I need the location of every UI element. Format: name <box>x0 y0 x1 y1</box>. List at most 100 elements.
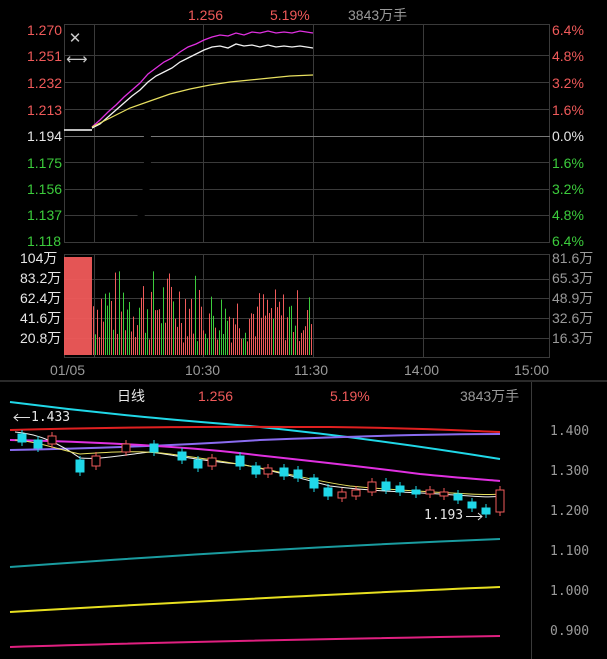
volume-tick: 83.2万 <box>20 270 62 286</box>
volume-bar <box>197 341 198 355</box>
volume-bar <box>189 308 190 355</box>
volume-bar <box>257 306 258 355</box>
volume-bar <box>243 338 244 355</box>
candle <box>495 489 505 513</box>
price-tick: 1.137 <box>27 207 63 223</box>
price-tick: 1.232 <box>27 75 63 91</box>
volume-tick: 32.6万 <box>552 310 594 326</box>
volume-bar <box>275 289 276 355</box>
daily-header-change-pct: 5.19% <box>330 388 370 404</box>
resize-horizontal-icon[interactable]: ⟷ <box>66 51 88 68</box>
pct-tick: 6.4% <box>552 22 584 38</box>
volume-bar <box>295 325 296 355</box>
candle <box>439 491 449 497</box>
close-icon[interactable]: ✕ <box>68 30 82 47</box>
daily-high-annotation: 1.433 <box>31 410 71 425</box>
candle <box>425 489 435 495</box>
volume-bar <box>137 325 138 355</box>
volume-bar <box>109 292 110 355</box>
time-tick: 01/05 <box>50 362 86 378</box>
volume-bar <box>297 290 298 355</box>
volume-bar <box>291 305 292 355</box>
volume-bar <box>161 323 162 355</box>
volume-bar <box>251 313 252 355</box>
daily-price-tick: 1.200 <box>550 504 590 519</box>
volume-bar <box>139 307 140 355</box>
volume-tick: 48.9万 <box>552 290 594 306</box>
volume-bar <box>185 299 186 355</box>
volume-bar <box>131 331 132 355</box>
volume-bar <box>201 306 202 355</box>
volume-bar <box>125 330 126 355</box>
volume-bar <box>107 305 108 355</box>
volume-bar <box>159 309 160 355</box>
volume-bar <box>247 341 248 355</box>
intraday-chart[interactable]: 1.256 5.19% 3843万手 <box>0 0 607 380</box>
volume-bar <box>219 330 220 355</box>
volume-bar <box>255 336 256 355</box>
price-tick: 1.213 <box>27 102 63 118</box>
candle <box>395 485 405 493</box>
daily-chart[interactable]: 日线 1.256 5.19% 3843万手 1.433 1.193 1.400 … <box>0 382 607 659</box>
volume-bar <box>157 310 158 355</box>
volume-bar <box>285 340 286 355</box>
volume-bar <box>105 293 106 355</box>
candle <box>467 501 477 509</box>
volume-bar <box>239 328 240 355</box>
volume-bar <box>181 322 182 355</box>
time-tick: 14:00 <box>404 362 440 378</box>
volume-bar <box>123 292 124 355</box>
candle <box>453 493 463 501</box>
volume-bar <box>215 327 216 355</box>
volume-bar <box>207 338 208 355</box>
candle <box>177 451 187 461</box>
daily-period-label[interactable]: 日线 <box>117 388 145 404</box>
volume-bar <box>199 289 200 355</box>
intraday-plot <box>64 24 550 358</box>
volume-bar <box>309 297 310 355</box>
price-tick: 1.118 <box>27 233 61 249</box>
volume-bar <box>179 291 180 355</box>
volume-bar <box>261 317 262 355</box>
daily-header-volume: 3843万手 <box>460 388 520 404</box>
volume-bar <box>103 321 104 355</box>
price-tick: 1.175 <box>27 155 63 171</box>
volume-bar <box>273 318 274 355</box>
volume-bar <box>271 308 272 355</box>
candle <box>91 455 101 467</box>
volume-bar <box>193 333 194 355</box>
price-tick: 1.251 <box>27 48 63 64</box>
daily-plot <box>9 382 532 659</box>
volume-bar <box>245 332 246 355</box>
volume-bar <box>311 324 312 355</box>
candle <box>309 477 319 489</box>
pct-tick: 4.8% <box>552 48 584 64</box>
volume-bar <box>301 332 302 355</box>
volume-bar <box>163 287 164 355</box>
candle <box>251 465 261 475</box>
candle <box>367 481 377 493</box>
volume-bar <box>141 297 142 355</box>
volume-bar <box>283 294 284 355</box>
volume-bar <box>289 306 290 355</box>
time-tick: 15:00 <box>514 362 550 378</box>
daily-price-tick: 1.400 <box>550 424 590 439</box>
volume-bar <box>133 316 134 355</box>
candle <box>121 443 131 453</box>
volume-bar <box>149 339 150 355</box>
candle <box>337 491 347 499</box>
volume-bar <box>93 306 94 355</box>
volume-bar <box>307 310 308 355</box>
panel-divider[interactable] <box>0 380 607 382</box>
volume-bar <box>253 313 254 355</box>
candle <box>207 457 217 467</box>
volume-bar <box>147 309 148 355</box>
candle <box>33 439 43 449</box>
volume-bar <box>173 301 174 355</box>
price-tick: 1.270 <box>27 22 63 38</box>
volume-bar <box>211 296 212 355</box>
volume-bar <box>101 298 102 355</box>
volume-bar <box>175 318 176 355</box>
candle <box>411 489 421 495</box>
volume-bar <box>95 334 96 355</box>
